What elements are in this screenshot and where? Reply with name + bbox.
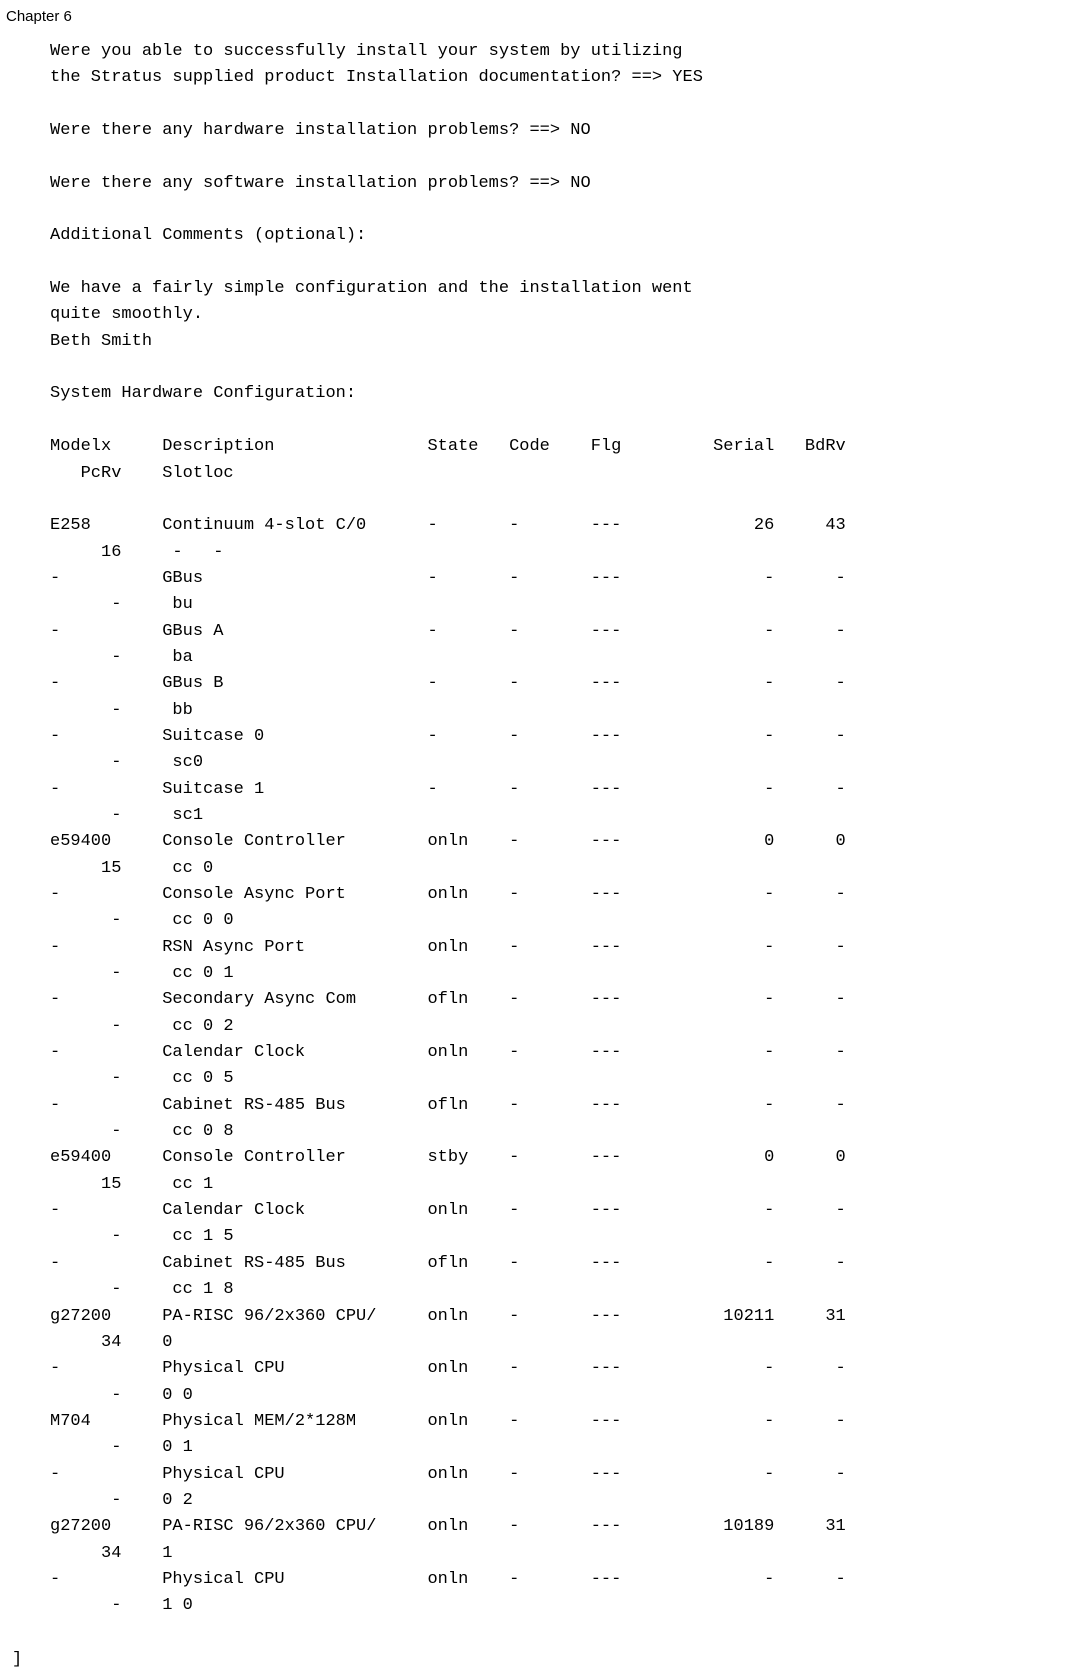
chapter-title: Chapter 6 [6,8,1074,25]
closing-bracket: ] [12,1650,1074,1669]
terminal-output: Were you able to successfully install yo… [50,39,1074,1620]
